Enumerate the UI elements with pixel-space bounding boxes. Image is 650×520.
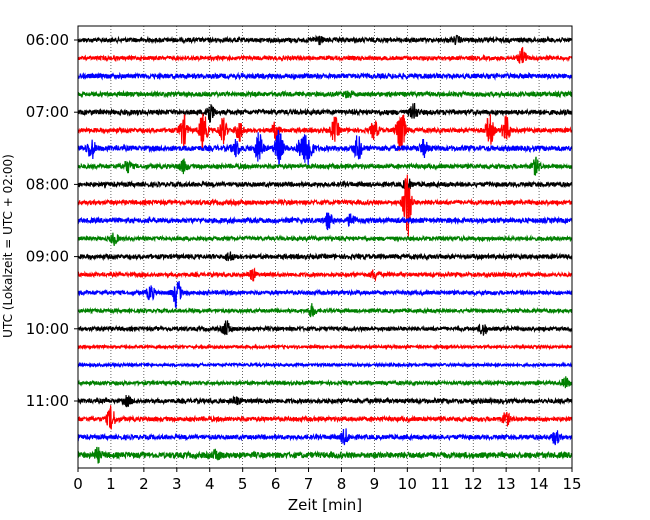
trace-line-0700	[77, 102, 573, 123]
x-tick-label-13: 13	[497, 475, 516, 493]
trace-line-1130	[77, 428, 573, 446]
trace-line-1015	[77, 343, 573, 351]
x-tick-label-0: 0	[73, 475, 83, 493]
trace-line-0715	[77, 113, 573, 152]
x-tick-label-15: 15	[562, 475, 581, 493]
x-tick-label-4: 4	[205, 475, 215, 493]
trace-line-0830	[77, 212, 573, 231]
x-tick-label-5: 5	[238, 475, 248, 493]
trace-line-0630	[77, 71, 573, 81]
x-tick-label-8: 8	[337, 475, 347, 493]
trace-line-1045	[77, 376, 573, 389]
trace-line-0645	[77, 89, 573, 99]
y-tick-label-0: 06:00	[26, 31, 69, 49]
y-tick-label-2: 08:00	[26, 175, 69, 193]
y-tick-label-4: 10:00	[26, 320, 69, 338]
y-axis-label: UTC (Lokalzeit = UTC + 02:00)	[1, 154, 15, 338]
trace-line-1030	[77, 361, 573, 369]
trace-line-1000	[77, 320, 573, 336]
trace-line-0930	[77, 281, 573, 309]
trace-lines	[77, 34, 573, 464]
y-tick-label-5: 11:00	[26, 392, 69, 410]
plot-frame	[77, 25, 573, 469]
x-tick-label-14: 14	[530, 475, 549, 493]
trace-line-0730	[77, 129, 573, 166]
trace-line-0815	[77, 174, 573, 237]
trace-line-0945	[77, 303, 573, 318]
y-tick-label-1: 07:00	[26, 103, 69, 121]
x-tick-label-10: 10	[398, 475, 417, 493]
x-tick-label-1: 1	[106, 475, 116, 493]
x-tick-label-7: 7	[304, 475, 314, 493]
trace-line-0745	[77, 156, 573, 176]
trace-line-1100	[77, 395, 573, 408]
trace-line-0615	[77, 46, 573, 64]
x-axis-label: Zeit [min]	[288, 496, 362, 514]
y-axis-ticks: 06:00 07:00 08:00 09:00 10:00 11:00	[26, 31, 78, 410]
trace-line-0800	[77, 178, 573, 192]
x-tick-label-2: 2	[139, 475, 149, 493]
y-tick-label-3: 09:00	[26, 248, 69, 266]
x-axis-ticks: 0 1 2 3 4 5 6 7 8 9 10 11 12 13 14 15	[73, 468, 582, 493]
x-tick-label-9: 9	[370, 475, 380, 493]
trace-line-0845	[77, 232, 573, 246]
x-tick-label-11: 11	[431, 475, 450, 493]
x-tick-label-6: 6	[271, 475, 281, 493]
x-tick-label-12: 12	[464, 475, 483, 493]
trace-line-0600	[77, 34, 573, 46]
trace-line-1115	[77, 405, 573, 430]
trace-line-0915	[77, 267, 573, 283]
trace-line-0900	[77, 251, 573, 262]
trace-line-1145	[77, 446, 573, 464]
x-tick-label-3: 3	[172, 475, 182, 493]
